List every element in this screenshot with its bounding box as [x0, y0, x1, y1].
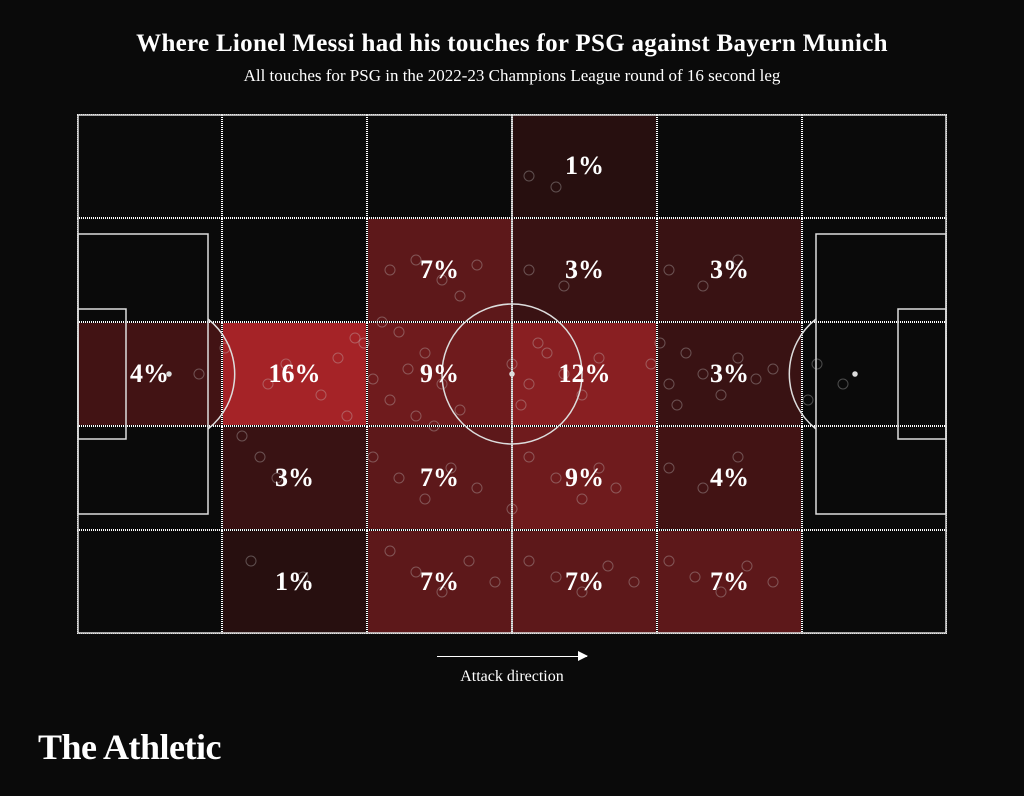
heat-cell-label: 7% — [368, 531, 511, 633]
heat-cell: 3% — [657, 322, 802, 426]
heat-cell-label: 7% — [513, 531, 656, 633]
heat-cell-label: 7% — [368, 427, 511, 529]
heat-cell-label: 9% — [368, 323, 511, 425]
heat-cell-label: 1% — [223, 531, 366, 633]
heat-cell: 9% — [512, 426, 657, 530]
heat-cell: 3% — [512, 218, 657, 322]
chart-title: Where Lionel Messi had his touches for P… — [50, 30, 974, 58]
heat-cell-label: 3% — [223, 427, 366, 529]
chart-container: Where Lionel Messi had his touches for P… — [0, 0, 1024, 686]
heat-cell: 1% — [222, 530, 367, 634]
heat-cell: 7% — [657, 530, 802, 634]
heat-cell: 7% — [367, 530, 512, 634]
arrow-icon — [437, 656, 587, 658]
heat-cell-label: 1% — [513, 115, 656, 217]
heat-cell: 7% — [367, 426, 512, 530]
heat-cell: 3% — [222, 426, 367, 530]
chart-subtitle: All touches for PSG in the 2022-23 Champ… — [50, 66, 974, 86]
heat-cell: 4% — [657, 426, 802, 530]
heat-cell: 12% — [512, 322, 657, 426]
heat-cell-label: 3% — [658, 219, 801, 321]
heat-cell: 4% — [77, 322, 222, 426]
heat-cell-label: 7% — [368, 219, 511, 321]
pitch-heatmap: 1%7%3%3%4%16%9%12%3%3%7%9%4%1%7%7%7% — [77, 114, 947, 634]
heat-cell-label: 16% — [223, 323, 366, 425]
heat-cell-label: 9% — [513, 427, 656, 529]
heat-cell-label: 4% — [78, 323, 221, 425]
heat-cell-label: 3% — [658, 323, 801, 425]
attack-direction: Attack direction — [77, 644, 947, 686]
heat-cell-label: 4% — [658, 427, 801, 529]
attack-direction-label: Attack direction — [77, 668, 947, 686]
heat-cell: 9% — [367, 322, 512, 426]
heat-cell: 16% — [222, 322, 367, 426]
heat-cell-label: 7% — [658, 531, 801, 633]
heat-cell: 7% — [367, 218, 512, 322]
heat-cell-label: 3% — [513, 219, 656, 321]
heat-cell: 1% — [512, 114, 657, 218]
heat-cell: 3% — [657, 218, 802, 322]
heat-cell-label: 12% — [513, 323, 656, 425]
brand-logo: The Athletic — [38, 726, 221, 768]
heat-cell: 7% — [512, 530, 657, 634]
